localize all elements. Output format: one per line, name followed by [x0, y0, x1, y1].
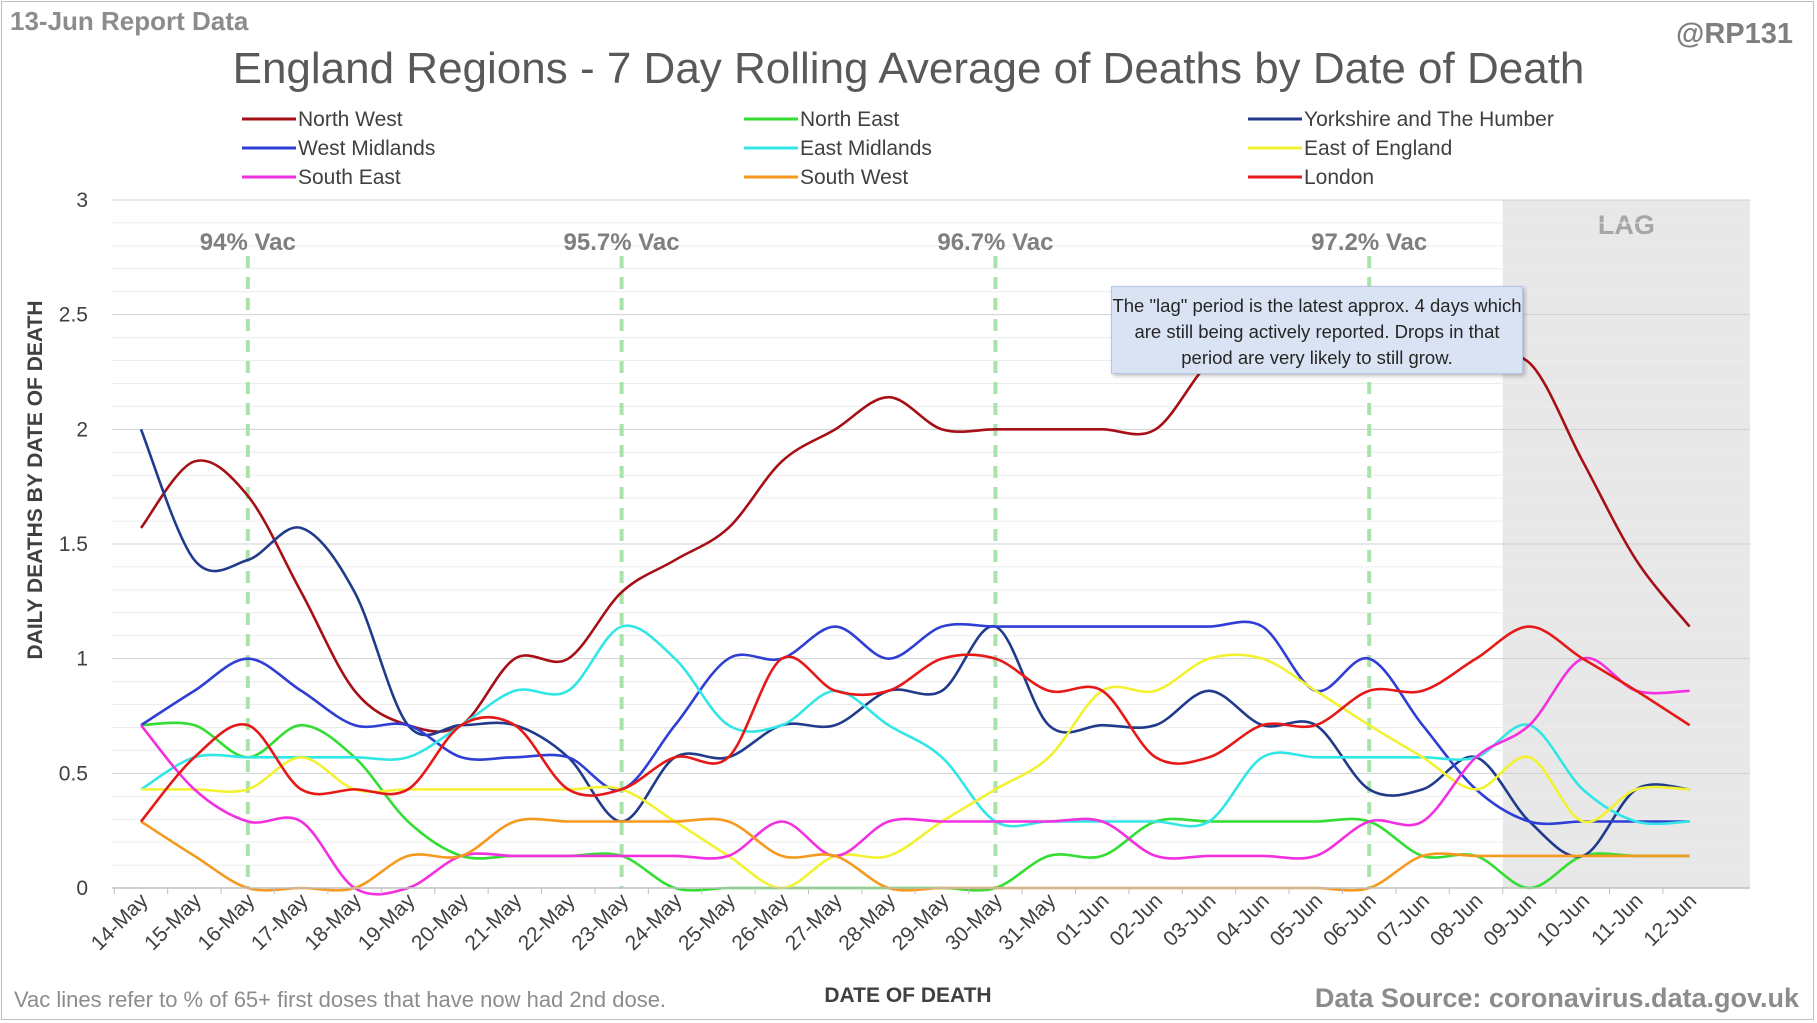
x-tick-label: 15-May — [140, 889, 206, 955]
x-tick-label: 16-May — [194, 889, 260, 955]
x-tick-label: 21-May — [461, 889, 527, 955]
series-line-east-of-england — [140, 653, 1690, 890]
x-tick-label: 09-Jun — [1479, 889, 1541, 951]
x-tick-label: 28-May — [834, 889, 900, 955]
x-tick-label: 07-Jun — [1372, 889, 1434, 951]
x-tick-label: 20-May — [407, 889, 473, 955]
legend-label-london: London — [1304, 166, 1374, 189]
legend-label-west-midlands: West Midlands — [298, 137, 435, 160]
x-tick-label: 08-Jun — [1426, 889, 1488, 951]
y-axis-title: DAILY DEATHS BY DATE OF DEATH — [24, 301, 47, 660]
y-tick-label: 0.5 — [59, 762, 88, 785]
x-tick-label: 30-May — [941, 889, 1007, 955]
legend-label-north-east: North East — [800, 108, 899, 131]
lag-label: LAG — [1598, 210, 1655, 240]
vac-label: 97.2% Vac — [1311, 229, 1427, 256]
vac-label: 94% Vac — [200, 229, 296, 256]
series-line-yorkshire-and-the-humber — [139, 428, 1690, 858]
x-tick-label: 24-May — [621, 889, 687, 955]
x-tick-label: 02-Jun — [1105, 889, 1167, 951]
x-tick-label: 22-May — [514, 889, 580, 955]
x-axis-title: DATE OF DEATH — [824, 984, 991, 1007]
data-source: Data Source: coronavirus.data.gov.uk — [1314, 983, 1799, 1013]
x-tick-label: 05-Jun — [1266, 889, 1328, 951]
x-tick-label: 12-Jun — [1639, 889, 1701, 951]
x-tick-label: 18-May — [300, 889, 366, 955]
legend-label-south-west: South West — [800, 166, 908, 189]
x-tick-label: 19-May — [354, 889, 420, 955]
series-line-east-midlands — [140, 624, 1690, 828]
legend-label-east-midlands: East Midlands — [800, 137, 932, 160]
legend-label-north-west: North West — [298, 108, 403, 131]
x-tick-label: 25-May — [674, 889, 740, 955]
x-tick-label: 06-Jun — [1319, 889, 1381, 951]
series-line-london — [140, 625, 1691, 823]
y-tick-label: 0 — [76, 877, 88, 900]
author-handle: @RP131 — [1676, 18, 1793, 50]
x-tick-label: 10-Jun — [1533, 889, 1595, 951]
y-tick-label: 1 — [76, 648, 88, 671]
legend-label-south-east: South East — [298, 166, 401, 189]
x-tick-label: 26-May — [728, 889, 794, 955]
chart-title: England Regions - 7 Day Rolling Average … — [232, 44, 1585, 93]
series-line-west-midlands — [140, 620, 1690, 826]
x-tick-label: 04-Jun — [1212, 889, 1274, 951]
x-tick-label: 14-May — [87, 889, 153, 955]
x-tick-label: 03-Jun — [1159, 889, 1221, 951]
x-tick-label: 29-May — [888, 889, 954, 955]
y-tick-label: 2 — [76, 418, 88, 441]
y-tick-label: 3 — [76, 189, 88, 212]
report-date: 13-Jun Report Data — [10, 6, 249, 36]
vac-footnote: Vac lines refer to % of 65+ first doses … — [14, 987, 667, 1012]
series-line-south-west — [140, 817, 1690, 892]
legend-label-east-of-england: East of England — [1304, 137, 1452, 160]
x-tick-label: 17-May — [247, 889, 313, 955]
x-tick-label: 23-May — [567, 889, 633, 955]
y-tick-label: 2.5 — [59, 304, 88, 327]
vac-label: 95.7% Vac — [564, 229, 680, 256]
x-tick-label: 01-Jun — [1052, 889, 1114, 951]
series-line-south-east — [140, 656, 1690, 896]
x-tick-label: 31-May — [995, 889, 1061, 955]
vac-label: 96.7% Vac — [937, 229, 1053, 256]
x-tick-label: 11-Jun — [1587, 889, 1648, 950]
x-tick-label: 27-May — [781, 889, 847, 955]
y-tick-label: 1.5 — [59, 533, 88, 556]
lag-callout: The "lag" period is the latest approx. 4… — [1111, 286, 1523, 374]
legend-label-yorkshire-and-the-humber: Yorkshire and The Humber — [1304, 108, 1554, 131]
